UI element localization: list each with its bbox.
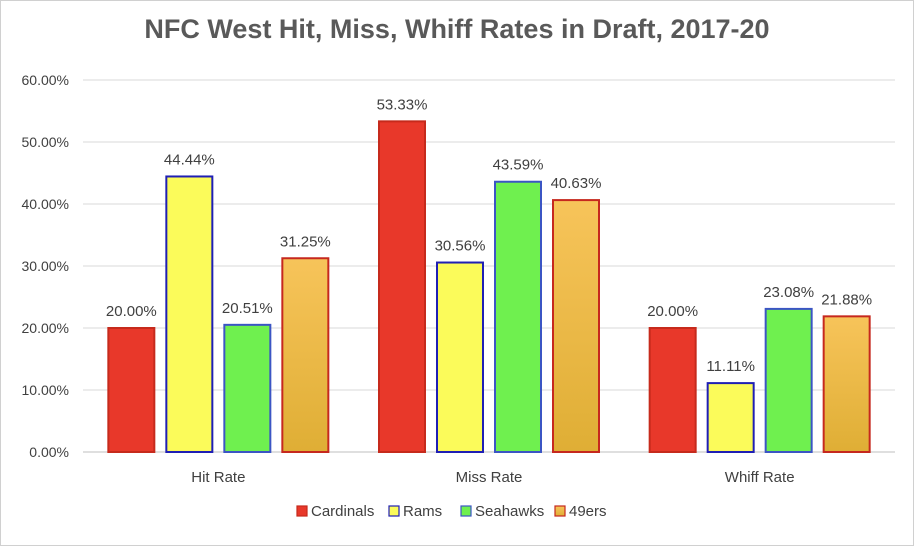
y-tick-label: 10.00% bbox=[22, 382, 69, 398]
y-tick-label: 60.00% bbox=[22, 72, 69, 88]
bar-cardinals-miss-rate bbox=[378, 120, 426, 453]
data-label: 21.88% bbox=[821, 291, 872, 308]
bars bbox=[107, 120, 871, 454]
y-axis: 0.00% 10.00% 20.00% 30.00% 40.00% 50.00% 60.00… bbox=[22, 72, 69, 460]
data-label: 20.00% bbox=[106, 303, 157, 320]
x-axis: Hit Rate Miss Rate Whiff Rate bbox=[191, 469, 794, 486]
bar-cardinals-whiff-rate bbox=[648, 327, 697, 453]
data-label: 30.56% bbox=[435, 238, 486, 255]
data-label: 11.11% bbox=[706, 358, 755, 375]
bar-49ers-whiff-rate bbox=[822, 315, 871, 453]
x-category-label: Miss Rate bbox=[456, 469, 523, 486]
data-label: 31.25% bbox=[280, 233, 331, 250]
bar-rams-hit-rate bbox=[165, 175, 214, 454]
legend-swatch-49ers bbox=[554, 505, 566, 517]
y-tick-label: 50.00% bbox=[22, 134, 69, 150]
legend-swatch-rams bbox=[388, 505, 400, 517]
data-labels: 20.00% 44.44% 20.51% 31.25% 53.33% 30.56% 43.5… bbox=[106, 96, 872, 375]
legend-swatch-cardinals bbox=[296, 505, 308, 517]
legend-label-rams: Rams bbox=[403, 503, 442, 520]
bar-49ers-hit-rate bbox=[281, 257, 330, 453]
chart-title: NFC West Hit, Miss, Whiff Rates in Draft… bbox=[144, 14, 770, 44]
legend-label-seahawks: Seahawks bbox=[475, 503, 544, 520]
bar-seahawks-hit-rate bbox=[223, 323, 272, 454]
gridlines bbox=[83, 79, 895, 453]
legend-swatch-seahawks bbox=[460, 505, 472, 517]
legend-label-49ers: 49ers bbox=[569, 503, 607, 520]
data-label: 43.59% bbox=[493, 157, 544, 174]
bar-49ers-miss-rate bbox=[552, 199, 600, 453]
x-category-label: Hit Rate bbox=[191, 469, 245, 486]
bar-seahawks-whiff-rate bbox=[764, 307, 813, 453]
x-category-label: Whiff Rate bbox=[725, 469, 795, 486]
y-tick-label: 30.00% bbox=[22, 258, 69, 274]
y-tick-label: 0.00% bbox=[29, 444, 69, 460]
legend: Cardinals Rams Seahawks 49ers bbox=[296, 503, 607, 520]
data-label: 44.44% bbox=[164, 151, 215, 168]
bar-seahawks-miss-rate bbox=[494, 180, 542, 453]
bar-rams-miss-rate bbox=[436, 261, 484, 454]
data-label: 20.51% bbox=[222, 300, 273, 317]
bar-rams-whiff-rate bbox=[706, 382, 755, 454]
data-label: 40.63% bbox=[551, 175, 602, 192]
y-tick-label: 20.00% bbox=[22, 320, 69, 336]
data-label: 23.08% bbox=[763, 284, 814, 301]
data-label: 20.00% bbox=[647, 303, 698, 320]
legend-label-cardinals: Cardinals bbox=[311, 503, 374, 520]
bar-cardinals-hit-rate bbox=[107, 327, 156, 453]
data-label: 53.33% bbox=[377, 96, 428, 113]
y-tick-label: 40.00% bbox=[22, 196, 69, 212]
